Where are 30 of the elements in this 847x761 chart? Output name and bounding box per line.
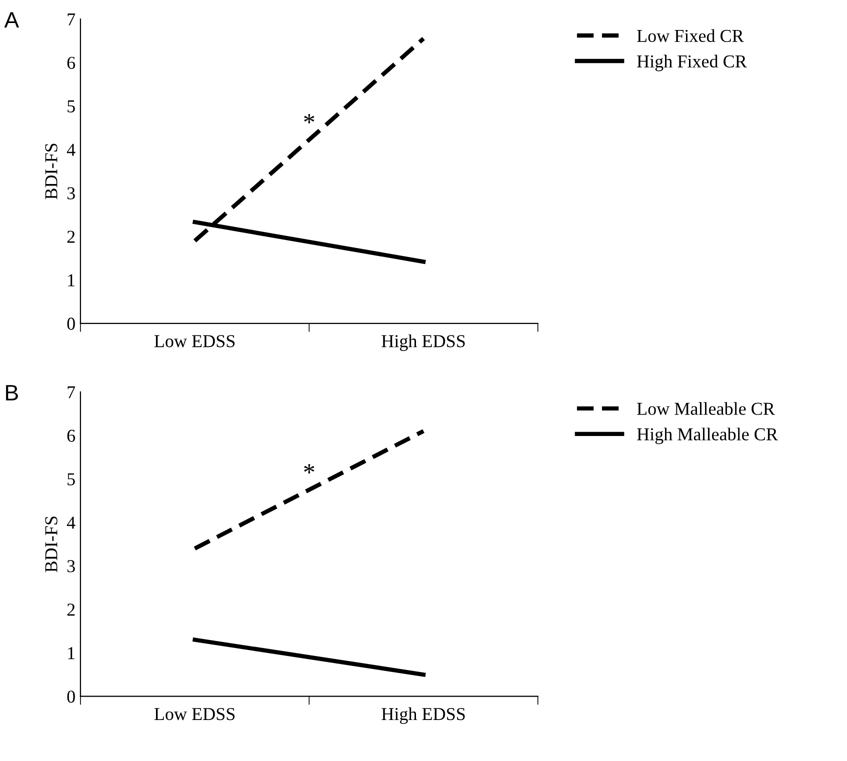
- y-tick-label: 0: [67, 690, 75, 703]
- y-tick-label: 7: [68, 386, 76, 398]
- x-tick-label: High EDSS: [382, 334, 465, 351]
- y-tick-label: 1: [68, 647, 75, 660]
- y-tick-label: 7: [68, 13, 76, 26]
- y-tick-label: 3: [67, 187, 75, 200]
- y-tick-label: 2: [67, 604, 75, 616]
- x-tick-label: High EDSS: [382, 707, 465, 724]
- y-tick-label: 3: [67, 560, 75, 572]
- y-tick-label: 4: [66, 516, 76, 529]
- y-tick-label: 1: [68, 274, 75, 286]
- legend-label: Low Malleable CR: [637, 402, 775, 415]
- x-tick-label: Low EDSS: [154, 335, 235, 348]
- legend-label: High Malleable CR: [637, 428, 778, 444]
- annotation: *: [304, 464, 314, 474]
- chart-title: B: [6, 385, 18, 400]
- y-axis-title: BDI-FS: [45, 144, 58, 200]
- y-tick-label: 5: [68, 473, 75, 486]
- y-tick-label: 6: [67, 430, 76, 442]
- annotation: *: [304, 114, 314, 124]
- legend-label: High Fixed CR: [637, 54, 747, 72]
- legend-label: Low Fixed CR: [637, 29, 744, 42]
- y-tick-label: 2: [67, 230, 75, 243]
- y-axis-title: BDI-FS: [45, 516, 58, 572]
- y-tick-label: 0: [67, 318, 75, 330]
- x-tick-label: Low EDSS: [154, 708, 235, 720]
- y-tick-label: 5: [68, 100, 75, 112]
- chart-title: A: [4, 12, 20, 28]
- y-tick-label: 6: [67, 56, 76, 69]
- y-tick-label: 4: [66, 144, 76, 156]
